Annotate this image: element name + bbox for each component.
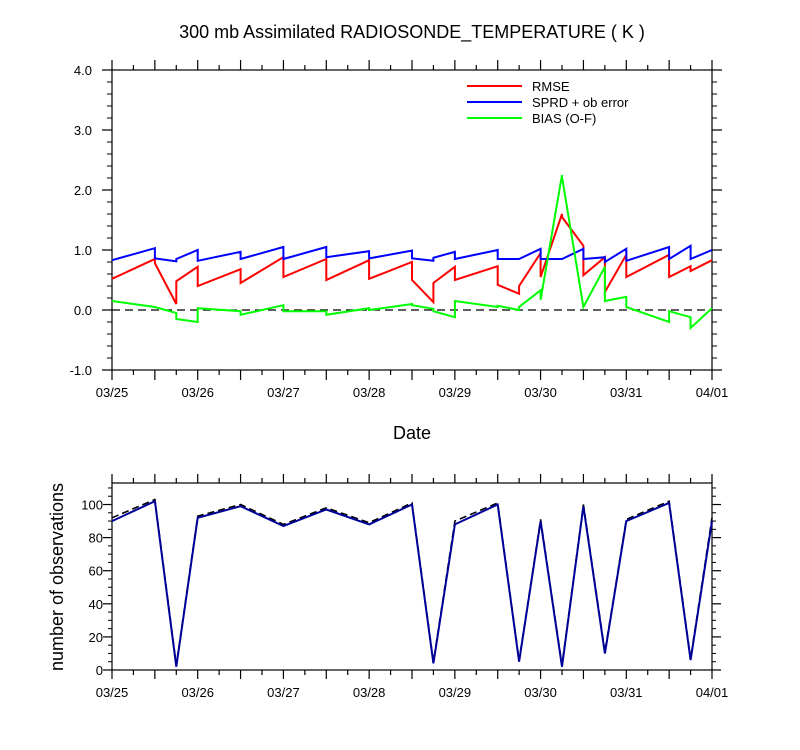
bottom-x-tick-label: 03/27 — [267, 685, 300, 700]
bottom-series-assimilated — [111, 499, 713, 667]
bottom-chart: 03/25 03/26 03/27 03/28 03/29 03/30 03/31 04/01… — [81, 474, 728, 700]
top-series-sprd-ob-error — [111, 244, 713, 264]
top-y-tick-label: 4.0 — [74, 63, 92, 78]
bottom-y-tick-label: 60 — [89, 564, 103, 579]
legend-label: BIAS (O-F) — [532, 111, 596, 126]
top-x-tick-label: 03/26 — [181, 385, 214, 400]
legend-label: SPRD + ob error — [532, 95, 629, 110]
top-chart: 03/25 03/26 03/27 03/28 03/29 03/30 03/31 04/01… — [70, 60, 729, 400]
bottom-x-tick-label: 04/01 — [696, 685, 729, 700]
top-x-tick-label: 04/01 — [696, 385, 729, 400]
top-x-axis-title: Date — [393, 423, 431, 443]
bottom-y-tick-label: 0 — [96, 663, 103, 678]
top-y-tick-label: 2.0 — [74, 183, 92, 198]
top-y-tick-label: 0.0 — [74, 303, 92, 318]
top-x-tick-label: 03/27 — [267, 385, 300, 400]
top-x-tick-label: 03/31 — [610, 385, 643, 400]
bottom-y-tick-label: 20 — [89, 630, 103, 645]
top-series-rmse — [111, 213, 713, 305]
bottom-y-axis-title: number of observations — [47, 483, 67, 671]
top-x-tick-label: 03/30 — [524, 385, 557, 400]
top-y-tick-label: -1.0 — [70, 363, 92, 378]
top-x-tick-label: 03/28 — [353, 385, 386, 400]
bottom-x-tick-label: 03/26 — [181, 685, 214, 700]
top-x-tick-label: 03/25 — [96, 385, 129, 400]
bottom-x-tick-label: 03/28 — [353, 685, 386, 700]
bottom-x-tick-label: 03/29 — [439, 685, 472, 700]
chart-title: 300 mb Assimilated RADIOSONDE_TEMPERATUR… — [179, 22, 645, 43]
bottom-y-tick-label: 80 — [89, 531, 103, 546]
bottom-y-tick-label: 100 — [81, 498, 103, 513]
bottom-series-possible — [111, 498, 713, 666]
bottom-x-tick-label: 03/25 — [96, 685, 129, 700]
bottom-x-tick-label: 03/31 — [610, 685, 643, 700]
top-series-bias-o-f — [111, 174, 713, 331]
top-y-tick-label: 3.0 — [74, 123, 92, 138]
bottom-x-tick-label: 03/30 — [524, 685, 557, 700]
top-y-tick-label: 1.0 — [74, 243, 92, 258]
top-x-tick-label: 03/29 — [439, 385, 472, 400]
top-plot-frame — [111, 69, 713, 371]
bottom-y-tick-label: 40 — [89, 597, 103, 612]
legend-label: RMSE — [532, 79, 570, 94]
